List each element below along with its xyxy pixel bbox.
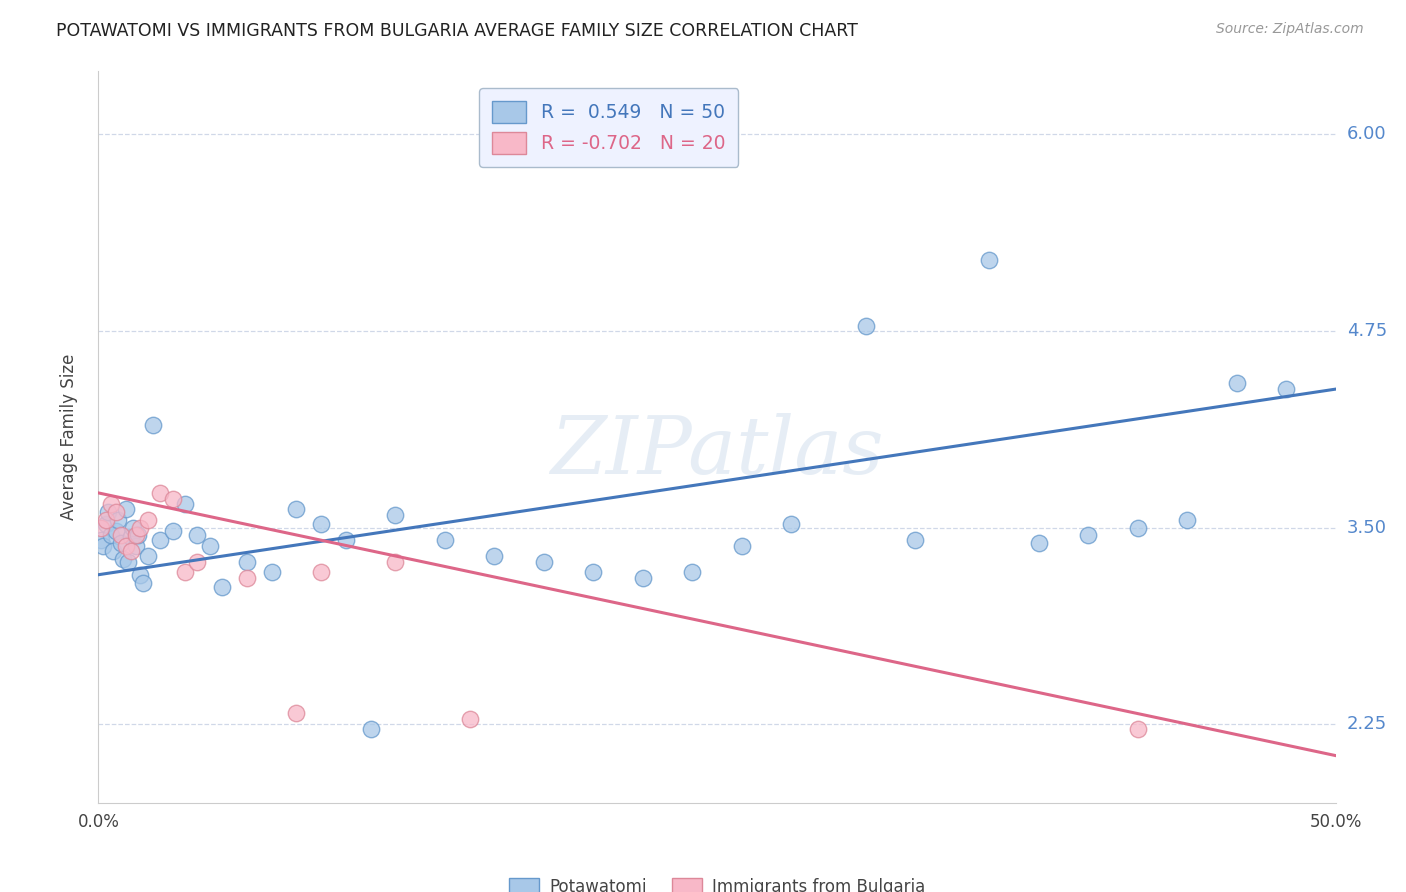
Point xyxy=(1226,376,1249,390)
Point xyxy=(94,513,117,527)
Point xyxy=(110,528,132,542)
Point xyxy=(260,565,283,579)
Point xyxy=(458,713,481,727)
Legend: Potawatomi, Immigrants from Bulgaria: Potawatomi, Immigrants from Bulgaria xyxy=(501,870,934,892)
Point xyxy=(631,571,654,585)
Y-axis label: Average Family Size: Average Family Size xyxy=(59,354,77,520)
Text: ZIPatlas: ZIPatlas xyxy=(550,413,884,491)
Point xyxy=(1126,520,1149,534)
Point xyxy=(360,722,382,736)
Point xyxy=(162,524,184,538)
Point xyxy=(384,508,406,522)
Point xyxy=(285,501,308,516)
Text: 4.75: 4.75 xyxy=(1347,322,1388,340)
Point xyxy=(979,253,1001,268)
Point xyxy=(117,555,139,569)
Point xyxy=(120,530,142,544)
Point xyxy=(855,319,877,334)
Point xyxy=(1028,536,1050,550)
Point xyxy=(142,418,165,433)
Text: POTAWATOMI VS IMMIGRANTS FROM BULGARIA AVERAGE FAMILY SIZE CORRELATION CHART: POTAWATOMI VS IMMIGRANTS FROM BULGARIA A… xyxy=(56,22,858,40)
Point xyxy=(198,540,221,554)
Point xyxy=(93,540,115,554)
Point xyxy=(1126,722,1149,736)
Point xyxy=(236,555,259,569)
Point xyxy=(107,513,129,527)
Point xyxy=(1175,513,1198,527)
Text: 6.00: 6.00 xyxy=(1347,125,1386,144)
Point xyxy=(285,706,308,720)
Point xyxy=(124,540,146,554)
Text: Source: ZipAtlas.com: Source: ZipAtlas.com xyxy=(1216,22,1364,37)
Point xyxy=(100,497,122,511)
Text: 3.50: 3.50 xyxy=(1347,518,1386,536)
Point xyxy=(129,520,152,534)
Point xyxy=(120,544,142,558)
Point xyxy=(149,486,172,500)
Point xyxy=(780,517,803,532)
Text: 2.25: 2.25 xyxy=(1347,715,1388,733)
Point xyxy=(335,533,357,548)
Point xyxy=(132,575,155,590)
Point xyxy=(162,492,184,507)
Point xyxy=(90,520,112,534)
Point xyxy=(136,549,159,563)
Point xyxy=(904,533,927,548)
Point xyxy=(112,552,135,566)
Point xyxy=(433,533,456,548)
Point xyxy=(484,549,506,563)
Point xyxy=(114,540,136,554)
Point xyxy=(149,533,172,548)
Point xyxy=(90,533,112,548)
Point xyxy=(104,524,127,538)
Point xyxy=(384,555,406,569)
Point xyxy=(97,505,120,519)
Point xyxy=(122,520,145,534)
Point xyxy=(104,505,127,519)
Point xyxy=(174,565,197,579)
Point xyxy=(94,517,117,532)
Point xyxy=(174,497,197,511)
Point xyxy=(1077,528,1099,542)
Point xyxy=(681,565,703,579)
Point xyxy=(124,528,146,542)
Point xyxy=(236,571,259,585)
Point xyxy=(100,528,122,542)
Point xyxy=(127,528,149,542)
Point xyxy=(136,513,159,527)
Point xyxy=(582,565,605,579)
Point xyxy=(186,555,208,569)
Point xyxy=(731,540,754,554)
Point xyxy=(186,528,208,542)
Point xyxy=(309,517,332,532)
Point xyxy=(129,567,152,582)
Point xyxy=(114,501,136,516)
Point xyxy=(533,555,555,569)
Point xyxy=(110,536,132,550)
Point xyxy=(1275,382,1298,396)
Point xyxy=(103,544,125,558)
Point xyxy=(309,565,332,579)
Point xyxy=(211,580,233,594)
